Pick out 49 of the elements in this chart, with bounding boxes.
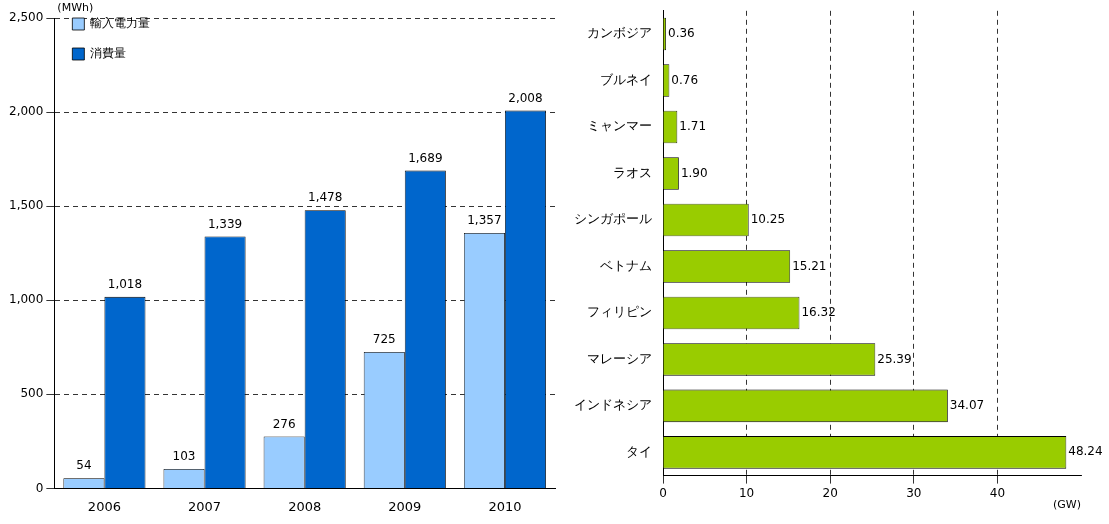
- data-label: 725: [372, 332, 396, 347]
- y-tick-label: ミャンマー: [587, 118, 652, 134]
- data-label: 1,689: [408, 150, 443, 165]
- y-tick-label: 1,500: [8, 198, 44, 213]
- y-tick-label: 1,000: [8, 292, 44, 307]
- y-tick-label: インドネシア: [574, 397, 652, 413]
- data-label: 103: [172, 449, 196, 464]
- x-tick-label: 2006: [87, 498, 121, 514]
- y-axis-title: (MWh): [57, 1, 94, 15]
- y-tick-label: 500: [20, 386, 44, 401]
- data-label: 34.07: [949, 398, 985, 413]
- x-tick-label: 2010: [488, 498, 522, 514]
- x-tick-label: 0: [659, 485, 667, 500]
- x-axis-title: (GW): [1053, 497, 1081, 511]
- y-tick-label: フィリピン: [587, 304, 652, 320]
- y-tick-label: カンボジア: [587, 25, 652, 41]
- legend-label: 消費量: [90, 46, 127, 61]
- x-tick-label: 2007: [188, 498, 222, 514]
- data-label: 1.90: [680, 165, 708, 180]
- x-tick-label: 40: [989, 485, 1006, 500]
- data-label: 1,357: [467, 213, 502, 228]
- data-label: 1,018: [107, 276, 143, 291]
- data-label: 2,008: [508, 90, 543, 105]
- data-label: 1,339: [207, 216, 243, 231]
- y-tick-label: ラオス: [613, 164, 652, 180]
- data-label: 1.71: [679, 119, 707, 134]
- data-label: 10.25: [750, 212, 786, 227]
- x-tick-label: 10: [738, 485, 755, 500]
- data-label: 48.24: [1068, 444, 1103, 459]
- y-tick-label: タイ: [626, 443, 652, 459]
- data-label: 15.21: [792, 258, 827, 273]
- x-tick-label: 2008: [288, 498, 322, 514]
- x-tick-label: 20: [822, 485, 838, 500]
- data-label: 276: [272, 416, 296, 431]
- y-tick-label: ベトナム: [600, 257, 652, 273]
- legend-label: 輸入電力量: [90, 16, 151, 31]
- data-label: 0.76: [671, 72, 699, 87]
- data-label: 1,478: [308, 190, 343, 205]
- y-tick-label: 2,500: [8, 10, 44, 25]
- x-tick-label: 30: [906, 485, 922, 500]
- y-tick-label: 2,000: [8, 104, 44, 119]
- y-tick-label: シンガポール: [574, 211, 652, 227]
- data-label: 0.36: [668, 26, 695, 41]
- y-tick-label: マレーシア: [587, 350, 652, 366]
- y-tick-label: ブルネイ: [600, 71, 652, 87]
- x-tick-label: 2009: [388, 498, 422, 514]
- data-label: 25.39: [877, 351, 912, 366]
- data-label: 54: [76, 458, 92, 473]
- data-label: 16.32: [801, 305, 836, 320]
